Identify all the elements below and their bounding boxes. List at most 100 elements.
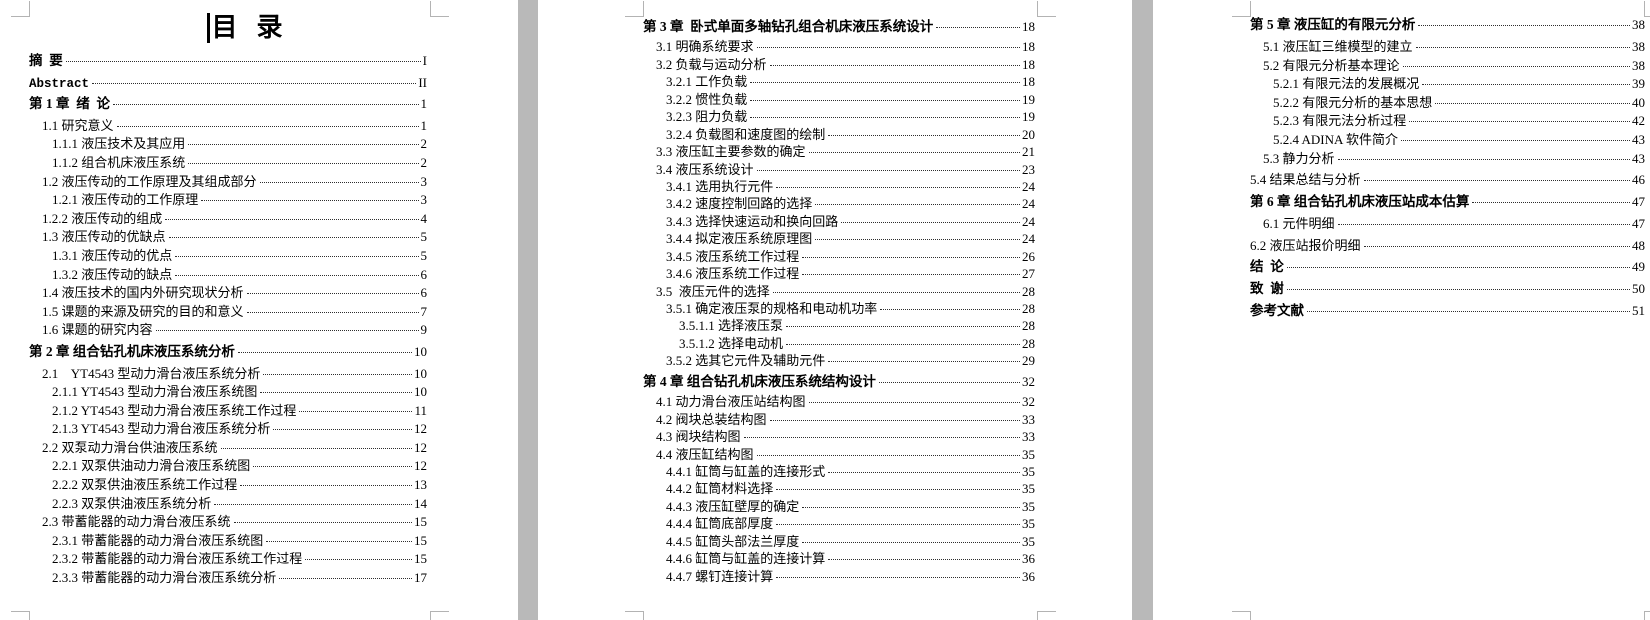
toc-entry[interactable]: 结 论 49 bbox=[1250, 259, 1645, 278]
toc-entry[interactable]: 3.4.4 拟定液压系统原理图 24 bbox=[643, 231, 1035, 248]
toc-entry[interactable]: 3.5.1 确定液压泵的规格和电动机功率 28 bbox=[643, 301, 1035, 318]
dot-leader bbox=[266, 540, 412, 542]
crop-mark bbox=[1037, 611, 1056, 620]
toc-page-number: 21 bbox=[1022, 144, 1035, 160]
toc-entry[interactable]: 2.1.3 YT4543 型动力滑台液压系统分析 12 bbox=[29, 421, 427, 440]
toc-entry[interactable]: 4.3 阀块结构图 33 bbox=[643, 429, 1035, 446]
toc-page-number: 3 bbox=[420, 192, 428, 208]
toc-entry-text: 3.5.2 选其它元件及辅助元件 bbox=[666, 353, 826, 369]
toc-page-number: 28 bbox=[1022, 318, 1035, 334]
crop-mark bbox=[1644, 1, 1650, 17]
toc-entry[interactable]: 2.2 双泵动力滑台供油液压系统 12 bbox=[29, 440, 427, 459]
toc-entry[interactable]: 2.2.3 双泵供油液压系统分析 14 bbox=[29, 496, 427, 515]
toc-entry[interactable]: 5.1 液压缸三维模型的建立 38 bbox=[1250, 39, 1645, 58]
toc-entry[interactable]: 第 6 章 组合钻孔机床液压站成本估算 47 bbox=[1250, 194, 1645, 213]
toc-entry[interactable]: 4.4.2 缸筒材料选择 35 bbox=[643, 481, 1035, 498]
toc-entry[interactable]: 5.2.4 ADINA 软件简介 43 bbox=[1250, 132, 1645, 151]
toc-entry[interactable]: 3.5.1.2 选择电动机 28 bbox=[643, 336, 1035, 353]
toc-entry[interactable]: 5.2.3 有限元法分析过程 42 bbox=[1250, 113, 1645, 132]
dot-leader bbox=[92, 82, 417, 84]
toc-entry[interactable]: 致 谢 50 bbox=[1250, 281, 1645, 300]
toc-entry[interactable]: 3.5.1.1 选择液压泵 28 bbox=[643, 318, 1035, 335]
toc-page-number: 20 bbox=[1022, 126, 1035, 142]
toc-entry[interactable]: 3.2.4 负载图和速度图的绘制 20 bbox=[643, 127, 1035, 144]
toc-entry[interactable]: 3.4.2 速度控制回路的选择 24 bbox=[643, 196, 1035, 213]
toc-entry[interactable]: 4.4 液压缸结构图 35 bbox=[643, 447, 1035, 464]
toc-entry[interactable]: Abstract II bbox=[29, 75, 427, 94]
toc-entry[interactable]: 4.4.5 缸筒头部法兰厚度 35 bbox=[643, 534, 1035, 551]
toc-entry[interactable]: 3.4.1 选用执行元件 24 bbox=[643, 179, 1035, 196]
crop-mark bbox=[430, 1, 449, 17]
toc-entry-text: 第 3 章 卧式单面多轴钻孔组合机床液压系统设计 bbox=[643, 19, 934, 34]
toc-title[interactable]: 目 录 bbox=[211, 13, 285, 43]
toc-entry[interactable]: 1.1.2 组合机床液压系统 2 bbox=[29, 155, 427, 174]
toc-entry[interactable]: 1.3 液压传动的优缺点 5 bbox=[29, 229, 427, 248]
toc-entry[interactable]: 第 3 章 卧式单面多轴钻孔组合机床液压系统设计 18 bbox=[643, 19, 1035, 36]
toc-entry[interactable]: 2.1.1 YT4543 型动力滑台液压系统图 10 bbox=[29, 384, 427, 403]
toc-entry[interactable]: 3.2.1 工作负载 18 bbox=[643, 74, 1035, 91]
toc-entry[interactable]: 6.1 元件明细 47 bbox=[1250, 216, 1645, 235]
dot-leader bbox=[260, 392, 412, 394]
toc-entry[interactable]: 1.2.1 液压传动的工作原理 3 bbox=[29, 192, 427, 211]
toc-entry[interactable]: 6.2 液压站报价明细 48 bbox=[1250, 238, 1645, 257]
toc-entry[interactable]: 第 5 章 液压缸的有限元分析 38 bbox=[1250, 17, 1645, 36]
toc-entry[interactable]: 1.2.2 液压传动的组成 4 bbox=[29, 211, 427, 230]
toc-entry[interactable]: 5.2.2 有限元分析的基本思想 40 bbox=[1250, 95, 1645, 114]
toc-entry[interactable]: 第 2 章 组合钻孔机床液压系统分析 10 bbox=[29, 344, 427, 363]
toc-page-number: 12 bbox=[414, 421, 427, 437]
dot-leader bbox=[828, 361, 1020, 363]
toc-entry[interactable]: 4.4.3 液压缸壁厚的确定 35 bbox=[643, 499, 1035, 516]
toc-entry[interactable]: 5.2.1 有限元法的发展概况 39 bbox=[1250, 76, 1645, 95]
toc-entry[interactable]: 2.2.2 双泵供油液压系统工作过程 13 bbox=[29, 477, 427, 496]
toc-entry[interactable]: 3.5.2 选其它元件及辅助元件 29 bbox=[643, 353, 1035, 370]
toc-entry[interactable]: 1.5 课题的来源及研究的目的和意义 7 bbox=[29, 304, 427, 323]
toc-entry[interactable]: 1.1 研究意义 1 bbox=[29, 118, 427, 137]
toc-entry[interactable]: 1.3.2 液压传动的缺点 6 bbox=[29, 267, 427, 286]
toc-entry[interactable]: 3.4.5 液压系统工作过程 26 bbox=[643, 249, 1035, 266]
toc-entry-text: 6.2 液压站报价明细 bbox=[1250, 237, 1361, 253]
toc-page-number: 33 bbox=[1022, 411, 1035, 427]
dot-leader bbox=[776, 524, 1020, 526]
toc-entry[interactable]: 第 4 章 组合钻孔机床液压系统结构设计 32 bbox=[643, 374, 1035, 391]
toc-entry[interactable]: 5.3 静力分析 43 bbox=[1250, 151, 1645, 170]
toc-entry-text: 3.2.3 阻力负载 bbox=[666, 109, 748, 125]
toc-entry[interactable]: 2.3.2 带蓄能器的动力滑台液压系统工作过程 15 bbox=[29, 551, 427, 570]
toc-entry[interactable]: 5.2 有限元分析基本理论 38 bbox=[1250, 58, 1645, 77]
toc-page-number: 15 bbox=[414, 551, 427, 567]
toc-page-number: 19 bbox=[1022, 109, 1035, 125]
toc-entry[interactable]: 3.2 负载与运动分析 18 bbox=[643, 57, 1035, 74]
toc-entry[interactable]: 第 1 章 绪 论 1 bbox=[29, 96, 427, 115]
toc-entry[interactable]: 2.3 带蓄能器的动力滑台液压系统 15 bbox=[29, 514, 427, 533]
toc-entry[interactable]: 3.4.3 选择快速运动和换向回路 24 bbox=[643, 214, 1035, 231]
toc-entry[interactable]: 3.4.6 液压系统工作过程 27 bbox=[643, 266, 1035, 283]
toc-entry[interactable]: 4.2 阀块总装结构图 33 bbox=[643, 412, 1035, 429]
toc-entry[interactable]: 1.6 课题的研究内容 9 bbox=[29, 322, 427, 341]
toc-entry[interactable]: 1.3.1 液压传动的优点 5 bbox=[29, 248, 427, 267]
toc-entry[interactable]: 4.4.6 缸筒与缸盖的连接计算 36 bbox=[643, 551, 1035, 568]
toc-entry[interactable]: 3.2.3 阻力负载 19 bbox=[643, 109, 1035, 126]
toc-entry[interactable]: 1.2 液压传动的工作原理及其组成部分 3 bbox=[29, 174, 427, 193]
toc-entry[interactable]: 4.4.1 缸筒与缸盖的连接形式 35 bbox=[643, 464, 1035, 481]
toc-entry[interactable]: 2.2.1 双泵供油动力滑台液压系统图 12 bbox=[29, 458, 427, 477]
toc-entry[interactable]: 2.1 YT4543 型动力滑台液压系统分析 10 bbox=[29, 366, 427, 385]
toc-entry[interactable]: 4.4.7 螺钉连接计算 36 bbox=[643, 569, 1035, 586]
toc-entry[interactable]: 3.2.2 惯性负载 19 bbox=[643, 92, 1035, 109]
toc-page-number: 32 bbox=[1022, 373, 1035, 389]
toc-entry[interactable]: 4.1 动力滑台液压站结构图 32 bbox=[643, 394, 1035, 411]
dot-leader bbox=[201, 200, 419, 202]
toc-entry[interactable]: 3.5 液压元件的选择 28 bbox=[643, 284, 1035, 301]
toc-page-number: 26 bbox=[1022, 248, 1035, 264]
toc-entry[interactable]: 3.1 明确系统要求 18 bbox=[643, 39, 1035, 56]
toc-entry[interactable]: 4.4.4 缸筒底部厚度 35 bbox=[643, 516, 1035, 533]
toc-entry[interactable]: 参考文献 51 bbox=[1250, 303, 1645, 322]
toc-page-number: 2 bbox=[420, 136, 428, 152]
toc-entry[interactable]: 3.4 液压系统设计 23 bbox=[643, 162, 1035, 179]
toc-entry[interactable]: 2.3.3 带蓄能器的动力滑台液压系统分析 17 bbox=[29, 570, 427, 589]
toc-entry[interactable]: 1.1.1 液压技术及其应用 2 bbox=[29, 136, 427, 155]
toc-entry[interactable]: 3.3 液压缸主要参数的确定 21 bbox=[643, 144, 1035, 161]
toc-entry[interactable]: 2.3.1 带蓄能器的动力滑台液压系统图 15 bbox=[29, 533, 427, 552]
toc-entry[interactable]: 1.4 液压技术的国内外研究现状分析 6 bbox=[29, 285, 427, 304]
toc-entry[interactable]: 5.4 结果总结与分析 46 bbox=[1250, 172, 1645, 191]
toc-entry[interactable]: 2.1.2 YT4543 型动力滑台液压系统工作过程 11 bbox=[29, 403, 427, 422]
